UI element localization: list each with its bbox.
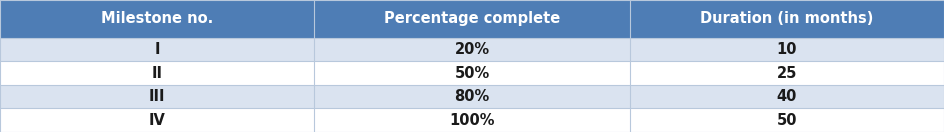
Text: 25: 25 [777, 65, 797, 81]
Text: 50%: 50% [454, 65, 490, 81]
FancyBboxPatch shape [0, 61, 314, 85]
Text: Percentage complete: Percentage complete [384, 11, 560, 26]
FancyBboxPatch shape [0, 85, 314, 108]
FancyBboxPatch shape [0, 38, 314, 61]
Text: 100%: 100% [449, 113, 495, 128]
FancyBboxPatch shape [0, 0, 314, 38]
Text: Duration (in months): Duration (in months) [700, 11, 873, 26]
Text: I: I [155, 42, 160, 57]
Text: 40: 40 [777, 89, 797, 104]
Text: III: III [149, 89, 165, 104]
Text: 80%: 80% [454, 89, 490, 104]
FancyBboxPatch shape [630, 85, 944, 108]
FancyBboxPatch shape [314, 108, 630, 132]
Text: Milestone no.: Milestone no. [101, 11, 213, 26]
Text: IV: IV [149, 113, 165, 128]
FancyBboxPatch shape [630, 108, 944, 132]
Text: 50: 50 [777, 113, 797, 128]
FancyBboxPatch shape [630, 38, 944, 61]
Text: 20%: 20% [454, 42, 490, 57]
FancyBboxPatch shape [630, 61, 944, 85]
FancyBboxPatch shape [630, 0, 944, 38]
FancyBboxPatch shape [314, 61, 630, 85]
Text: II: II [152, 65, 162, 81]
FancyBboxPatch shape [0, 108, 314, 132]
FancyBboxPatch shape [314, 38, 630, 61]
FancyBboxPatch shape [314, 85, 630, 108]
FancyBboxPatch shape [314, 0, 630, 38]
Text: 10: 10 [777, 42, 797, 57]
